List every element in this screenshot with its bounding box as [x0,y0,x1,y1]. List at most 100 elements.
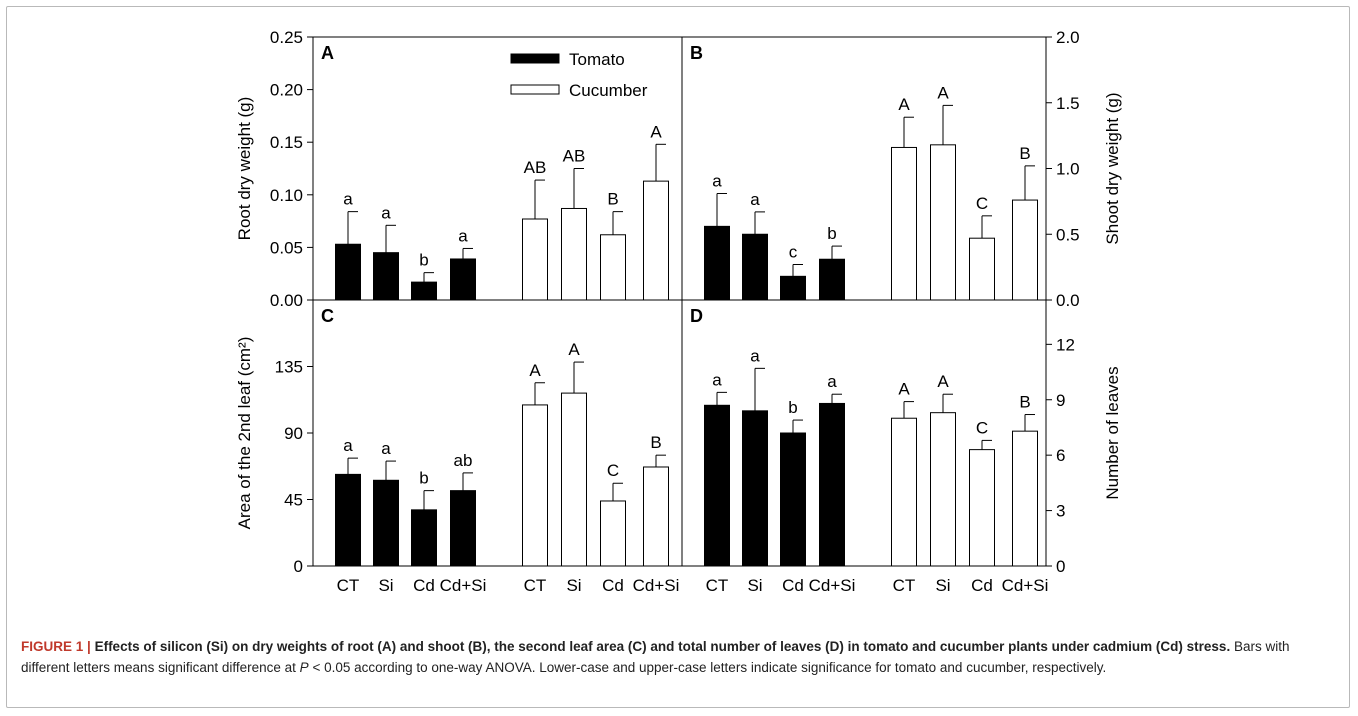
significance-letter: A [898,95,910,114]
significance-letter: a [712,171,722,190]
significance-letter: C [976,418,988,437]
category-label: CT [893,576,916,595]
significance-letter: C [607,461,619,480]
y-tick-label: 0.0 [1056,291,1080,310]
tomato-bar [450,258,476,301]
tomato-bar [373,479,399,567]
significance-letter: a [381,203,391,222]
y-tick-label: 0.5 [1056,225,1080,244]
legend-cucumber-label: Cucumber [569,81,648,100]
category-label: Cd [782,576,804,595]
y-axis-label: Shoot dry weight (g) [1103,92,1122,244]
significance-letter: A [937,372,949,391]
significance-letter: AB [563,147,586,166]
cucumber-bar [561,207,587,301]
y-axis-label: Number of leaves [1103,366,1122,499]
panel-label-b: B [690,43,703,63]
y-axis-label: Root dry weight (g) [235,97,254,241]
significance-letter: a [750,346,760,365]
tomato-bar [780,432,806,567]
tomato-bar [742,410,768,567]
significance-letter: A [650,122,662,141]
tomato-bar [780,275,806,301]
cucumber-bar [522,404,548,567]
cucumber-bar [600,500,626,567]
figure-caption: FIGURE 1 | Effects of silicon (Si) on dr… [21,636,1339,678]
significance-letter: c [789,242,798,261]
significance-letter: B [607,190,618,209]
y-tick-label: 0.00 [270,291,303,310]
significance-letter: b [827,224,836,243]
legend-cucumber-swatch [510,84,560,95]
tomato-bar [819,258,845,301]
category-label: Cd+Si [633,576,680,595]
significance-letter: a [712,370,722,389]
cucumber-bar [930,144,956,301]
tomato-bar [450,490,476,567]
tomato-bar [411,509,437,567]
significance-letter: ab [454,451,473,470]
significance-letter: B [650,433,661,452]
cucumber-bar [891,146,917,301]
significance-letter: a [343,190,353,209]
significance-letter: b [788,398,797,417]
significance-letter: a [458,226,468,245]
cucumber-bar [643,466,669,567]
panel-label-d: D [690,306,703,326]
category-label: Cd [602,576,624,595]
cucumber-bar [969,237,995,301]
significance-letter: A [898,380,910,399]
cucumber-bar [1012,430,1038,567]
category-label: Cd [413,576,435,595]
category-label: CT [337,576,360,595]
cucumber-bar [643,180,669,301]
category-label: Cd+Si [809,576,856,595]
y-tick-label: 0 [1056,557,1065,576]
significance-letter: B [1019,144,1030,163]
cucumber-bar [561,392,587,567]
tomato-bar [335,243,361,301]
y-tick-label: 9 [1056,391,1065,410]
y-tick-label: 0.25 [270,28,303,47]
significance-letter: a [343,436,353,455]
caption-text-2: < 0.05 according to one-way ANOVA. Lower… [312,660,1107,675]
significance-letter: B [1019,393,1030,412]
category-label: CT [524,576,547,595]
significance-letter: a [827,372,837,391]
y-tick-label: 2.0 [1056,28,1080,47]
y-tick-label: 0.20 [270,81,303,100]
category-label: Si [378,576,393,595]
panel-label-a: A [321,43,334,63]
panel-label-c: C [321,306,334,326]
y-tick-label: 3 [1056,502,1065,521]
category-label: Cd [971,576,993,595]
tomato-bar [742,233,768,301]
y-tick-label: 0 [294,557,303,576]
tomato-bar [373,252,399,301]
caption-text-1: Bars with different letters means signif… [21,639,1290,675]
cucumber-bar [969,449,995,567]
tomato-bar [335,473,361,567]
significance-letter: A [529,361,541,380]
significance-letter: AB [524,158,547,177]
y-tick-label: 45 [284,491,303,510]
significance-letter: C [976,194,988,213]
category-label: Cd+Si [1002,576,1049,595]
tomato-bar [819,402,845,567]
category-label: CT [706,576,729,595]
cucumber-bar [522,218,548,301]
figure-frame [6,6,1350,708]
y-tick-label: 0.05 [270,238,303,257]
cucumber-bar [1012,199,1038,301]
significance-letter: a [381,439,391,458]
cucumber-bar [930,412,956,567]
legend-tomato-label: Tomato [569,50,625,69]
category-label: Si [935,576,950,595]
tomato-bar [704,404,730,567]
tomato-bar [704,225,730,301]
category-label: Si [747,576,762,595]
y-tick-label: 0.10 [270,186,303,205]
cucumber-bar [891,417,917,567]
tomato-bar [411,281,437,301]
